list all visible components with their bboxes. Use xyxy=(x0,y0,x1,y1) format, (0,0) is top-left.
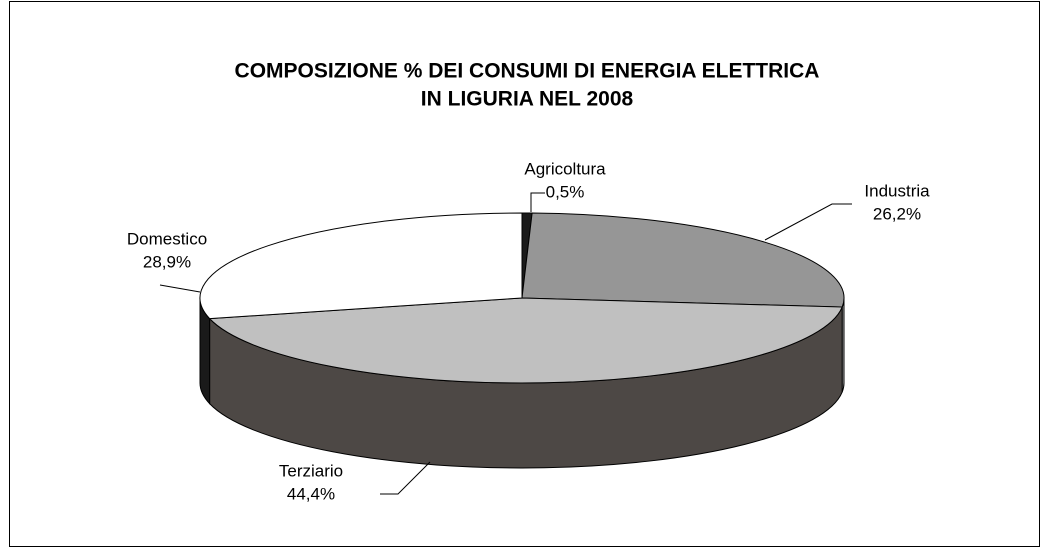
slice-label: Industria xyxy=(864,181,930,200)
pie-slice xyxy=(208,297,843,384)
leader-line xyxy=(159,284,201,293)
leader-line xyxy=(530,192,545,212)
slice-label: Domestico xyxy=(127,229,207,248)
value-label: 44,4% xyxy=(287,484,335,503)
pie-slice xyxy=(199,212,523,320)
slice-label: Agricoltura xyxy=(524,159,606,178)
chart-title: IN LIGURIA NEL 2008 xyxy=(421,88,634,111)
leader-line xyxy=(764,203,852,241)
pie-slice xyxy=(521,212,845,308)
leader-line xyxy=(380,461,431,495)
value-label: 26,2% xyxy=(873,204,921,223)
slice-label: Terziario xyxy=(279,461,343,480)
chart-title: COMPOSIZIONE % DEI CONSUMI DI ENERGIA EL… xyxy=(235,60,820,83)
value-label: 28,9% xyxy=(143,252,191,271)
value-label: 0,5% xyxy=(546,182,585,201)
